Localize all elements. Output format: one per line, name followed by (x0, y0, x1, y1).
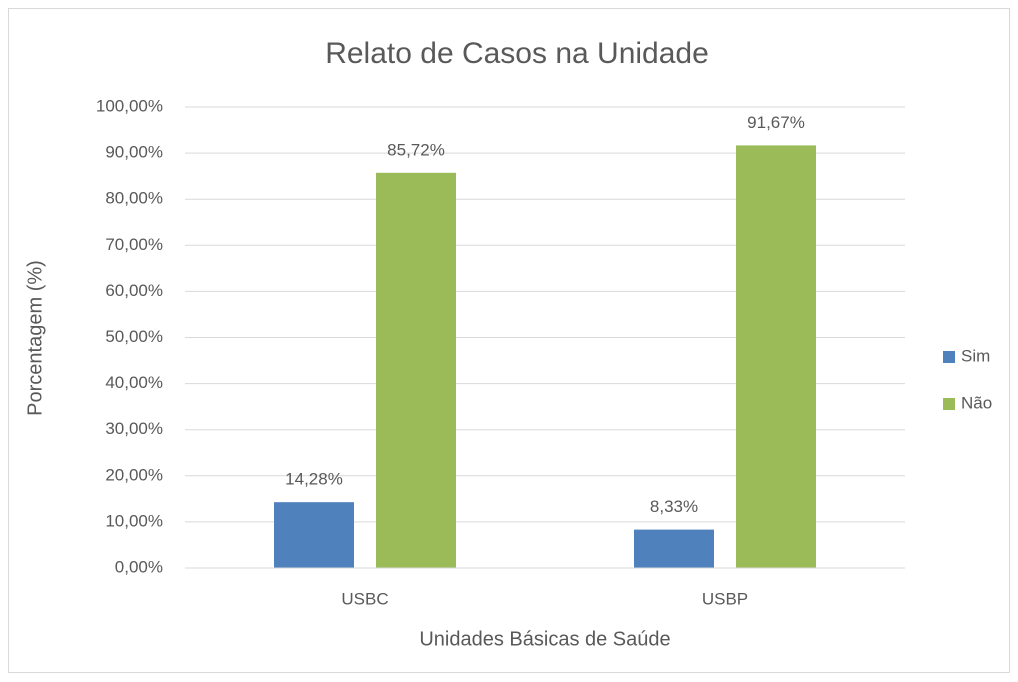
y-axis-label: Porcentagem (%) (24, 260, 46, 416)
data-label: 85,72% (387, 140, 445, 159)
y-tick-label: 50,00% (105, 327, 163, 346)
legend-swatch (943, 351, 955, 363)
x-axis-label: Unidades Básicas de Saúde (419, 628, 670, 650)
bar (274, 502, 354, 568)
legend-label: Não (961, 393, 992, 412)
y-tick-label: 90,00% (105, 143, 163, 162)
bar (736, 145, 816, 568)
y-tick-label: 40,00% (105, 373, 163, 392)
y-tick-label: 30,00% (105, 419, 163, 438)
data-label: 14,28% (285, 470, 343, 489)
chart-border (8, 8, 1010, 673)
data-label: 8,33% (650, 497, 698, 516)
y-tick-label: 60,00% (105, 281, 163, 300)
y-tick-label: 10,00% (105, 511, 163, 530)
y-tick-label: 0,00% (115, 557, 163, 576)
legend-swatch (943, 398, 955, 410)
bar (376, 172, 456, 568)
x-tick-label: USBP (702, 589, 748, 608)
y-tick-label: 20,00% (105, 465, 163, 484)
y-tick-label: 80,00% (105, 189, 163, 208)
legend-label: Sim (961, 346, 990, 365)
data-label: 91,67% (747, 113, 805, 132)
bar (634, 529, 714, 568)
y-tick-label: 100,00% (96, 96, 163, 115)
y-tick-label: 70,00% (105, 235, 163, 254)
x-tick-label: USBC (341, 589, 388, 608)
chart-title: Relato de Casos na Unidade (325, 37, 709, 70)
